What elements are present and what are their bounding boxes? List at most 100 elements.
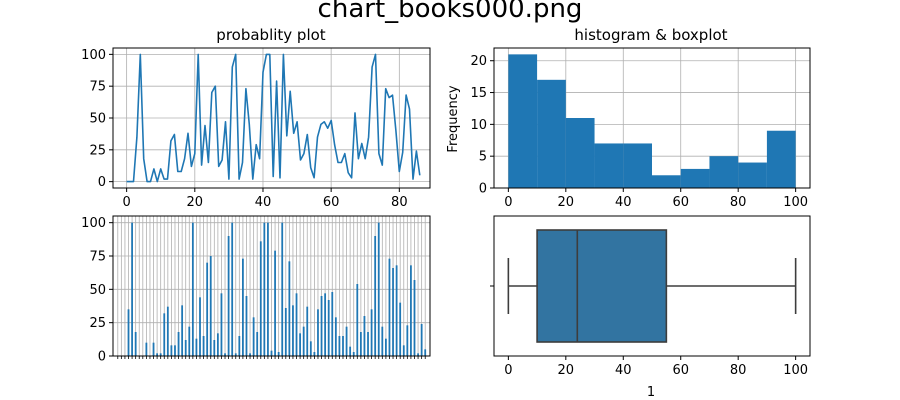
histogram-bar — [565, 118, 595, 188]
bar-plot-bar — [395, 265, 398, 356]
bar-plot-bar — [363, 316, 366, 356]
histogram-x-tick-label: 40 — [615, 195, 632, 210]
histogram-y-tick-label: 10 — [470, 118, 487, 133]
bar-plot-bar — [417, 353, 419, 356]
bar-plot-bar — [127, 309, 130, 356]
bar-plot-bar — [302, 326, 305, 356]
axes-frame — [493, 47, 811, 189]
bar-plot-bar — [384, 338, 387, 356]
bar-plot-y-tick-label: 25 — [89, 316, 106, 331]
histogram-y-tick-label: 20 — [470, 54, 487, 69]
histogram-bar — [508, 54, 538, 189]
bar-plot-bar — [177, 332, 180, 356]
histogram-y-label: Frequency — [446, 85, 461, 152]
bar-plot-bar — [202, 336, 205, 356]
bar-plot-y-tick-label: 100 — [81, 216, 106, 231]
histogram-bar — [623, 143, 652, 188]
bar-plot-bar — [209, 256, 212, 356]
bar-plot-bar — [249, 353, 251, 356]
bar-plot-bar — [388, 258, 391, 356]
boxplot-x-label: 1 — [647, 385, 655, 400]
bar-plot-bar — [220, 293, 223, 356]
bar-plot-bar — [299, 333, 301, 356]
histogram-bar — [537, 79, 566, 188]
bar-plot-panel: 0 25 50 75 100 — [81, 215, 431, 365]
bar-plot-bar — [245, 296, 248, 356]
axes-frame — [112, 215, 431, 357]
bar-plot-bar — [370, 309, 373, 356]
histogram-bar — [652, 175, 681, 188]
boxplot-x-tick-label: 100 — [783, 363, 808, 378]
boxplot-x-tick-label: 0 — [504, 363, 512, 378]
histogram-bar — [594, 143, 624, 188]
boxplot-box — [536, 229, 668, 343]
bar-plot-bar — [199, 297, 201, 356]
bar-plot-bar — [352, 352, 355, 356]
bar-plot-bar — [399, 302, 402, 356]
axes-frame — [493, 215, 811, 357]
bar-plot-bar — [234, 353, 237, 356]
bar-plot-bar — [181, 305, 184, 356]
bar-plot-bar — [338, 336, 341, 356]
bar-plot-bar — [309, 341, 312, 356]
bar-plot-bar — [356, 284, 359, 356]
histogram-y-tick-label: 0 — [479, 182, 487, 197]
line-plot-y-tick-label: 50 — [89, 112, 106, 127]
line-plot-y-tick-label: 0 — [98, 175, 106, 190]
bar-plot-bar — [224, 353, 226, 356]
bar-plot-bar — [292, 305, 294, 356]
line-plot-y-tick-label: 25 — [89, 143, 106, 158]
probability-plot-title: probablity plot — [216, 26, 325, 44]
bar-plot-bar — [392, 268, 394, 356]
line-plot-y-tick-label: 75 — [89, 80, 106, 95]
histogram-x-tick-label: 20 — [558, 195, 575, 210]
line-plot-x-tick-label: 40 — [255, 195, 272, 210]
bar-plot-bar — [277, 352, 280, 356]
bar-plot-y-tick-label: 0 — [98, 350, 106, 365]
boxplot-panel: 1 0 20 40 60 80 100 — [490, 215, 811, 400]
bar-plot-bar — [270, 350, 273, 356]
histogram-bar — [766, 130, 796, 188]
bar-plot-bar — [306, 306, 309, 356]
bar-plot-bar — [367, 332, 369, 356]
bar-plot-bar — [174, 345, 176, 356]
line-plot-x-tick-label: 60 — [323, 195, 340, 210]
bar-plot-bar — [345, 326, 348, 356]
bar-plot-bar — [166, 306, 169, 356]
histogram-x-tick-label: 0 — [504, 195, 512, 210]
bar-plot-bar — [152, 342, 155, 356]
bar-plot-bar — [238, 336, 241, 356]
bar-plot-bar — [324, 293, 327, 356]
histogram-bar — [680, 168, 710, 188]
bar-plot-bar — [331, 292, 334, 356]
histogram-bar — [709, 156, 739, 188]
histogram-x-tick-label: 100 — [783, 195, 808, 210]
bar-plot-bar — [374, 236, 377, 356]
bar-plot-bar — [313, 352, 316, 356]
histogram-y-tick-label: 5 — [479, 150, 487, 165]
bar-plot-bar — [242, 258, 244, 356]
boxplot-x-tick-label: 60 — [672, 363, 689, 378]
boxplot-x-tick-label: 20 — [558, 363, 575, 378]
bar-plot-bar — [420, 324, 423, 356]
bar-plot-y-tick-label: 50 — [89, 283, 106, 298]
bar-plot-bar — [334, 317, 337, 356]
histogram-y-tick-label: 15 — [470, 86, 487, 101]
boxplot-x-tick-label: 80 — [730, 363, 747, 378]
bar-plot-bar — [281, 222, 284, 356]
bar-plot-bar — [402, 345, 405, 356]
line-plot-y-tick-label: 100 — [81, 48, 106, 63]
bar-plot-bar — [284, 308, 287, 356]
bar-plot-bar — [410, 265, 412, 356]
bar-plot-bar — [156, 353, 159, 356]
figure-title: chart_books000.png — [318, 0, 583, 24]
bar-plot-bar — [424, 349, 427, 356]
bar-plot-bar — [145, 342, 148, 356]
bar-plot-bar — [406, 325, 409, 356]
bar-plot-bar — [263, 222, 266, 356]
bar-plot-bar — [267, 222, 269, 356]
bar-plot-bar — [381, 326, 384, 356]
line-plot-x-tick-label: 20 — [187, 195, 204, 210]
bar-plot-bar — [342, 336, 344, 356]
